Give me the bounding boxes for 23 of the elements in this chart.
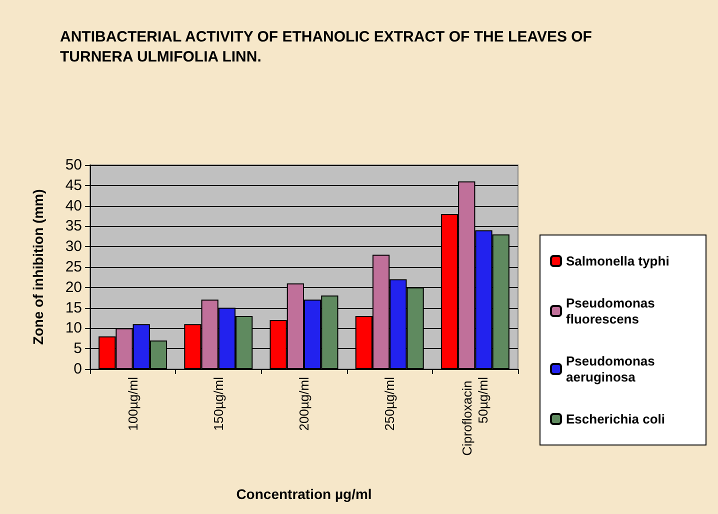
x-tick-label: 150µg/ml — [210, 376, 226, 431]
y-tick-label: 15 — [65, 299, 82, 316]
legend-label: Pseudomonas fluorescens — [566, 296, 658, 326]
y-tick-label: 40 — [65, 197, 82, 214]
y-tick-label: 25 — [65, 258, 82, 276]
x-axis-title: Concentration µg/ml — [236, 486, 372, 502]
y-tick-label: 50 — [65, 156, 82, 174]
y-axis-title: Zone of inhibition (mm) — [30, 189, 46, 345]
y-tick-label: 30 — [65, 238, 82, 256]
legend-label: Escherichia coli — [566, 412, 665, 426]
x-tick-label: 200µg/ml — [296, 376, 312, 431]
y-tick-label: 10 — [65, 320, 82, 337]
y-tick-label: 20 — [65, 278, 82, 296]
y-tick-label: 35 — [65, 218, 82, 235]
x-tick-label: 100µg/ml — [125, 376, 140, 431]
legend-label: Salmonella typhi — [566, 254, 670, 268]
y-tick-label: 45 — [65, 176, 82, 194]
y-tick-label: 5 — [74, 340, 82, 358]
chart-title: ANTIBACTERIAL ACTIVITY OF ETHANOLIC EXTRACT OF THE LEAVES OF TURNERA ULMIFOLIA LINN. — [60, 28, 596, 66]
y-tick-label: 0 — [74, 360, 82, 378]
x-tick-label: 250µg/ml — [382, 376, 398, 431]
legend-label: Pseudomonas aeruginosa — [566, 354, 658, 384]
x-tick-label: Ciprofloxacin 50µg/ml — [460, 376, 491, 456]
